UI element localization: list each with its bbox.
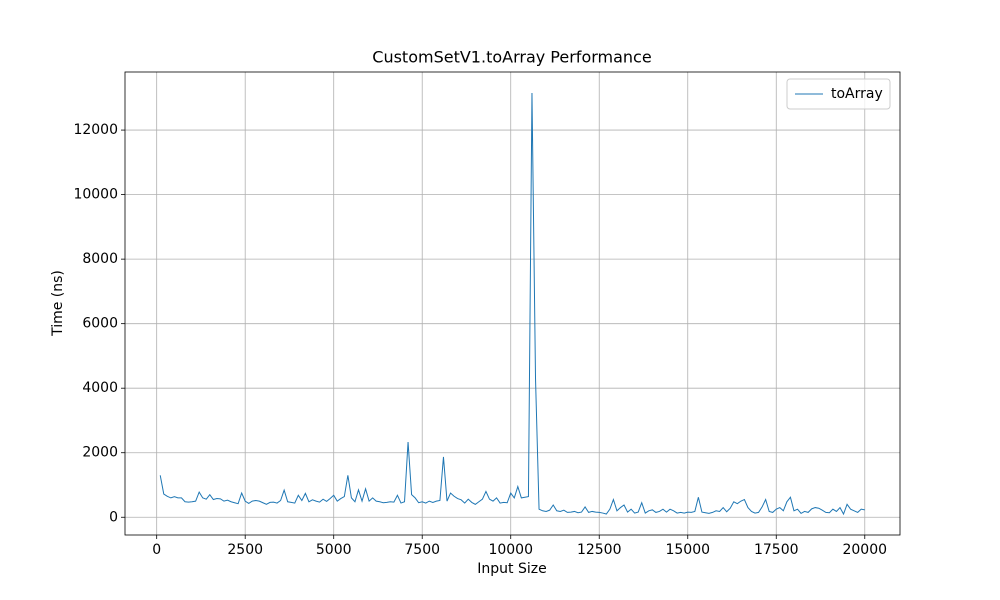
- x-tick-label: 20000: [842, 542, 887, 558]
- x-tick-label: 15000: [665, 542, 710, 558]
- x-tick-label: 10000: [488, 542, 533, 558]
- data-line: [159, 92, 865, 516]
- x-tick-label: 0: [152, 542, 161, 558]
- x-tick-label: 17500: [754, 542, 799, 558]
- x-tick-label: 2500: [227, 542, 263, 558]
- y-tick-label: 12000: [73, 122, 118, 138]
- y-tick-label: 4000: [82, 380, 118, 396]
- y-tick-label: 0: [109, 509, 118, 525]
- legend-label: toArray: [831, 86, 883, 102]
- y-axis-label: Time (ns): [50, 270, 66, 337]
- y-tick-label: 2000: [82, 445, 118, 461]
- y-tick-label: 6000: [82, 316, 118, 332]
- x-tick-label: 5000: [316, 542, 352, 558]
- legend-box: [786, 78, 891, 110]
- plot-frame: [124, 71, 901, 536]
- y-tick-label: 8000: [82, 251, 118, 267]
- y-tick-label: 10000: [73, 187, 118, 203]
- chart-title: CustomSetV1.toArray Performance: [372, 48, 651, 67]
- x-axis-label: Input Size: [477, 561, 546, 577]
- x-tick-label: 12500: [577, 542, 622, 558]
- x-tick-label: 7500: [404, 542, 440, 558]
